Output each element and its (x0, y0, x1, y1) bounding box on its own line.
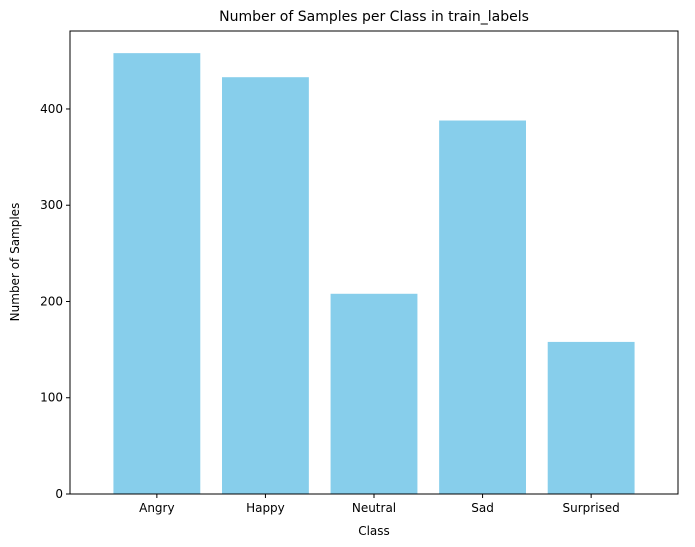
x-tick-label: Happy (246, 501, 285, 515)
x-tick-label: Neutral (352, 501, 396, 515)
bar-surprised (547, 341, 635, 494)
y-tick-label: 100 (40, 391, 63, 405)
x-tick-label: Surprised (562, 501, 619, 515)
plot-area (113, 53, 635, 495)
x-axis-label: Class (358, 524, 390, 538)
y-axis-label: Number of Samples (8, 203, 22, 322)
x-tick-label: Angry (139, 501, 174, 515)
bar-sad (439, 120, 526, 495)
y-tick-label: 400 (40, 102, 63, 116)
chart-title: Number of Samples per Class in train_lab… (219, 9, 529, 25)
bar-neutral (330, 293, 418, 494)
bar-happy (222, 77, 309, 495)
bar-angry (113, 53, 201, 495)
y-tick-label: 300 (40, 198, 63, 212)
x-tick-label: Sad (471, 501, 494, 515)
y-tick-label: 0 (55, 487, 63, 501)
y-tick-label: 200 (40, 294, 63, 308)
